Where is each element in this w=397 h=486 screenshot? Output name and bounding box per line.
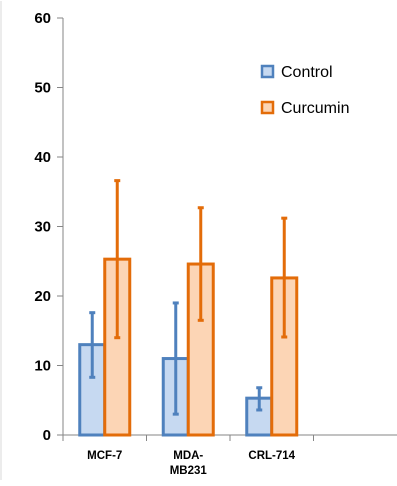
- legend-label: Curcumin: [281, 100, 349, 117]
- error-bars: [89, 179, 288, 416]
- x-tick-label: CRL-714: [248, 450, 295, 462]
- legend-label: Control: [281, 64, 333, 81]
- y-tick-label: 20: [34, 288, 51, 305]
- y-tick-label: 30: [34, 219, 51, 236]
- y-tick-label: 60: [34, 10, 51, 27]
- y-tick-label: 50: [34, 80, 51, 97]
- y-tick-label: 10: [34, 358, 51, 375]
- legend-swatch-control: [260, 64, 275, 79]
- legend-swatch-curcumin: [260, 100, 275, 115]
- bars: [78, 257, 299, 437]
- y-tick-label: 40: [34, 149, 51, 166]
- x-tick-label: MDA-MB231: [170, 450, 208, 477]
- x-tick-label: MCF-7: [87, 450, 122, 462]
- y-tick-label: 0: [43, 427, 51, 444]
- legend: Control Curcumin: [260, 64, 349, 117]
- axes: 0 10 20 30 40 50 60 MCF-7 MDA-MB231 CRL-714: [34, 10, 397, 477]
